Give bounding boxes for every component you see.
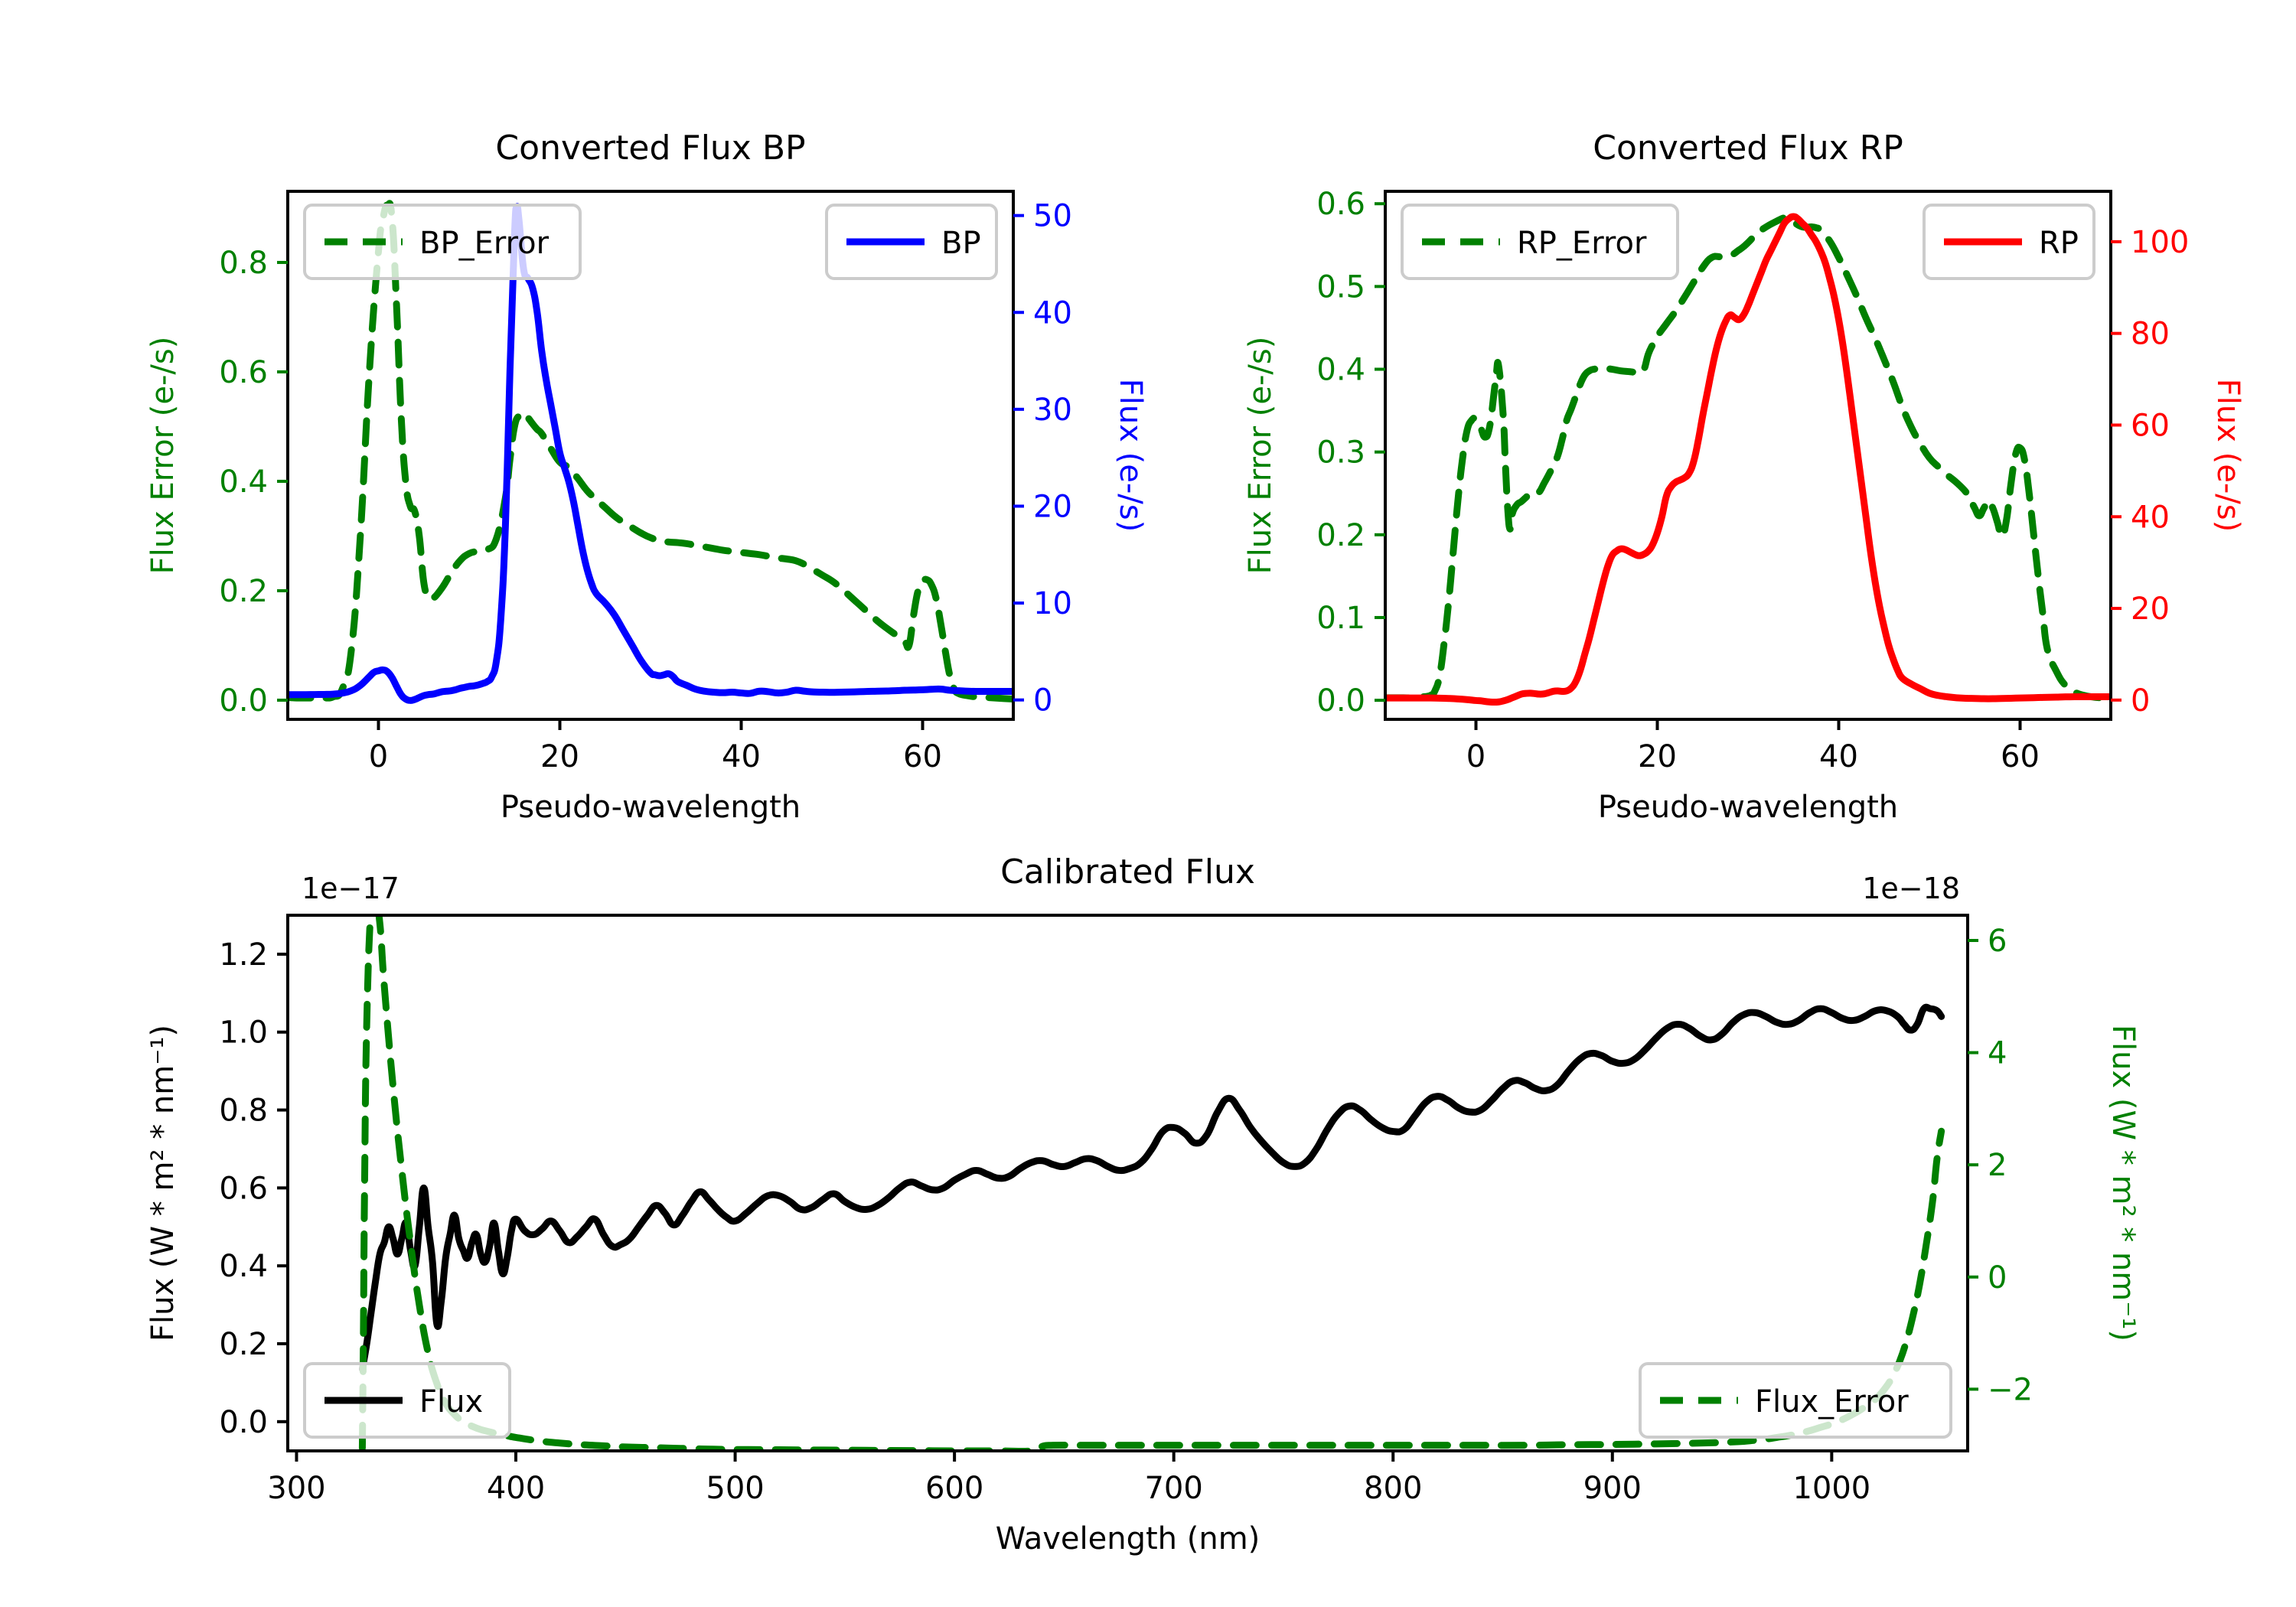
ytick-label-left: 0.0 [219,683,268,719]
ytick-label-right: 80 [2131,317,2170,352]
xtick-label: 20 [540,739,579,774]
legend-box [303,204,582,280]
ytick-label-left: 1.2 [219,937,268,973]
ytick-label-right: 50 [1033,199,1072,234]
series-rp [1385,213,2111,706]
legend-rp-0[interactable]: RP_Error [1401,204,1679,280]
legend-box [1401,204,1679,280]
yaxis-label-right-rp: Flux (e-/s) [2210,379,2245,532]
axes-frame-calibrated [286,914,1969,1452]
legend-bp-1[interactable]: BP [825,204,998,280]
xtick-label: 0 [1466,739,1486,774]
axes-bp: Converted Flux BP 0 20 40 60 Pseudo-wavelengt… [145,129,1148,825]
xaxis-label-rp: Pseudo-wavelength [1598,790,1898,825]
ytick-label-left: 0.4 [219,464,268,500]
xtick-label: 60 [2001,739,2040,774]
plot-area-bp [288,200,1013,704]
ytick-label-left: 0.2 [219,574,268,609]
ytick-label-right: 0 [2131,683,2150,719]
ytick-label-right: 60 [2131,408,2170,443]
legend-calibrated-1[interactable]: Flux_Error [1639,1362,1952,1439]
legend-calibrated-0[interactable]: Flux [303,1362,511,1439]
ytick-label-right: 2 [1988,1148,2007,1183]
series-bp [288,203,1013,704]
axes-rp: Converted Flux RP 0 20 40 60 Pseudo-wavelengt… [1243,129,2245,825]
legend-rp-1[interactable]: RP [1923,204,2095,280]
ytick-label-left: 0.0 [1316,683,1365,719]
yaxis-label-left-bp: Flux Error (e-/s) [145,337,181,575]
yaxis-label-left-rp: Flux Error (e-/s) [1243,337,1278,575]
ytick-label-left: 0.8 [219,1094,268,1129]
ytick-label-right: 4 [1988,1036,2007,1071]
xaxis-label-bp: Pseudo-wavelength [501,790,801,825]
legend-label-bp-error: BP_Error [419,226,550,261]
xtick-label: 300 [267,1471,325,1506]
xtick-label: 800 [1364,1471,1422,1506]
xtick-label: 20 [1638,739,1677,774]
ytick-label-left: 0.2 [219,1327,268,1362]
legend-label-rp-error: RP_Error [1517,226,1647,261]
ytick-label-right: 20 [1033,489,1072,524]
legend-bp-0[interactable]: BP_Error [303,204,582,280]
series-bp-error [288,200,1013,703]
xtick-label: 400 [487,1471,545,1506]
xtick-label: 40 [722,739,761,774]
ytick-label-left: 1.0 [219,1015,268,1051]
xtick-label: 40 [1819,739,1858,774]
ytick-label-left: 0.8 [219,246,268,281]
yaxis-label-right-bp: Flux (e-/s) [1113,379,1148,532]
yaxis-label-right-calibrated: Flux (W * m² * nm⁻¹) [2105,1025,2141,1341]
chart-title-rp: Converted Flux RP [1593,129,1903,168]
xtick-label: 500 [706,1471,764,1506]
offset-text-left-calibrated: 1e−17 [302,872,400,905]
offset-text-right-calibrated: 1e−18 [1862,872,1960,905]
xaxis-label-calibrated: Wavelength (nm) [996,1521,1261,1556]
xtick-label: 60 [903,739,942,774]
ytick-label-right: 30 [1033,393,1072,428]
xtick-label: 0 [369,739,388,774]
xtick-label: 900 [1583,1471,1642,1506]
ytick-label-left: 0.5 [1316,269,1365,305]
ytick-label-left: 0.6 [1316,187,1365,222]
series-rp-error [1385,214,2111,702]
legend-label-flux: Flux [419,1384,483,1420]
ytick-label-left: 0.6 [219,355,268,390]
ytick-label-right: 0 [1033,683,1052,719]
ytick-label-right: 10 [1033,586,1072,621]
ytick-label-right: 40 [2131,500,2170,535]
xtick-label: 600 [925,1471,983,1506]
plot-area-rp [1385,213,2111,706]
series-flux [358,1003,1945,1373]
yaxis-label-left-calibrated: Flux (W * m² * nm⁻¹) [145,1025,181,1341]
legend-label-rp: RP [2039,226,2079,261]
ytick-label-left: 0.6 [219,1171,268,1206]
axes-frame-rp [1384,190,2112,721]
ytick-label-right: −2 [1988,1372,2033,1407]
ytick-label-right: 6 [1988,924,2007,959]
xtick-label: 700 [1144,1471,1202,1506]
legend-box [1639,1362,1952,1439]
ytick-label-left: 0.1 [1316,601,1365,636]
chart-title-bp: Converted Flux BP [495,129,805,168]
legend-label-bp: BP [941,226,981,261]
ytick-label-right: 100 [2131,225,2189,260]
ytick-label-left: 0.4 [1316,353,1365,388]
legend-label-flux-error: Flux_Error [1755,1384,1909,1420]
xtick-label: 1000 [1792,1471,1870,1506]
ytick-label-left: 0.4 [219,1249,268,1284]
ytick-label-left: 0.2 [1316,518,1365,553]
chart-title-calibrated: Calibrated Flux [1000,852,1255,892]
ytick-label-left: 0.0 [219,1405,268,1440]
axes-calibrated: Calibrated Flux 1e−17 1e−18 300 400 500 600 700… [145,852,2141,1556]
ytick-label-right: 20 [2131,592,2170,627]
ytick-label-right: 0 [1988,1260,2007,1296]
ytick-label-right: 40 [1033,295,1072,331]
axes-frame-bp [286,190,1015,721]
legend-box [303,1362,511,1439]
ytick-label-left: 0.3 [1316,435,1365,471]
